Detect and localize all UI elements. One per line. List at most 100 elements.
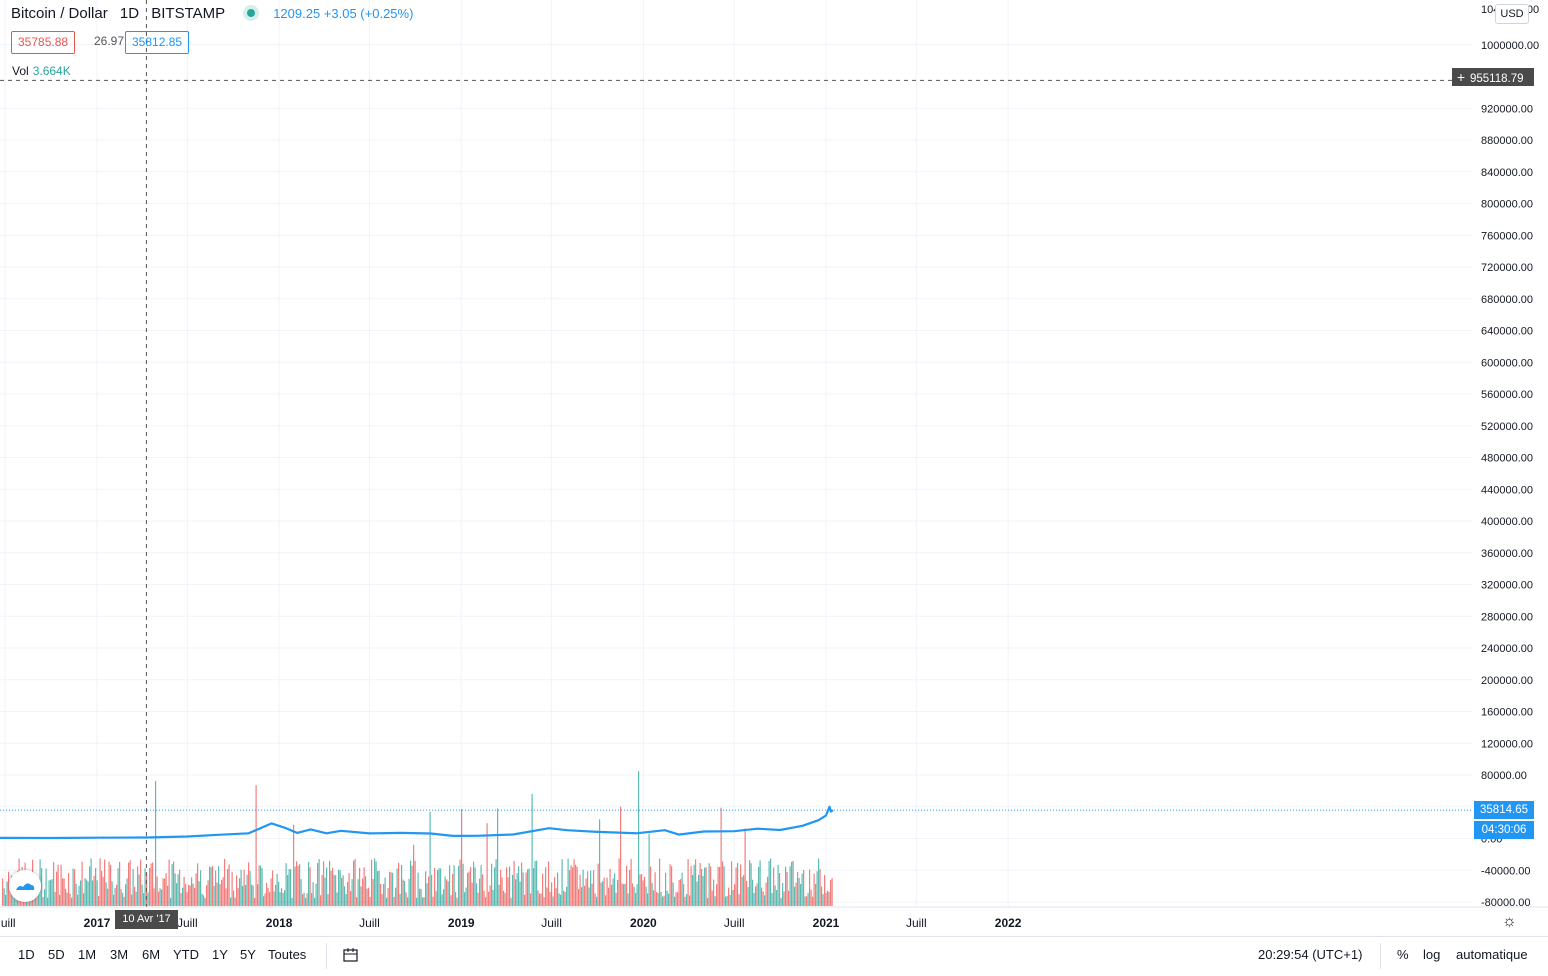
date-range-icon[interactable] <box>342 946 360 967</box>
volume-bar <box>255 785 257 906</box>
range-1y-button[interactable]: 1Y <box>212 947 228 962</box>
log-toggle[interactable]: log <box>1423 947 1441 962</box>
currency-button[interactable]: USD <box>1495 4 1529 24</box>
gear-icon[interactable]: ☼ <box>1502 913 1517 930</box>
volume-bar <box>699 863 701 906</box>
volume-bar <box>50 879 52 906</box>
volume-bar <box>789 866 791 906</box>
volume-label: Vol <box>12 64 29 78</box>
volume-bar <box>674 896 676 906</box>
volume-bar <box>791 861 793 906</box>
volume-bar <box>810 889 812 906</box>
volume-bar <box>570 865 572 906</box>
volume-bar <box>51 879 53 906</box>
volume-bar <box>93 875 95 906</box>
range-5y-button[interactable]: 5Y <box>240 947 256 962</box>
volume-bar <box>617 880 619 906</box>
sell-price-button[interactable]: 35785.88 <box>11 31 76 54</box>
volume-bar <box>590 870 592 906</box>
volume-bar <box>287 874 289 906</box>
y-tick-label: 360000.00 <box>1481 548 1533 560</box>
volume-bar <box>534 860 536 906</box>
volume-bar <box>495 859 497 906</box>
x-tick-label: 2018 <box>266 916 293 930</box>
range-all-button[interactable]: Toutes <box>268 947 307 962</box>
volume-bar <box>282 893 284 906</box>
volume-bar <box>824 875 826 906</box>
bottom-toolbar: 1D 5D 1M 3M 6M YTD 1Y 5Y Toutes 20:29:54… <box>0 936 1548 976</box>
range-1d-button[interactable]: 1D <box>18 947 35 962</box>
range-5d-button[interactable]: 5D <box>48 947 65 962</box>
volume-bar <box>438 868 440 906</box>
volume-bar <box>560 894 562 906</box>
volume-bar <box>690 866 692 906</box>
volume-bar <box>65 888 67 906</box>
volume-bar <box>2 878 4 906</box>
volume-bar <box>477 892 479 906</box>
volume-bar <box>402 879 404 906</box>
volume-bar <box>504 892 506 906</box>
volume-bar <box>419 888 421 906</box>
volume-bar <box>161 889 163 906</box>
volume-bar <box>704 867 706 906</box>
volume-bar <box>519 881 521 906</box>
volume-bar <box>311 893 313 906</box>
volume-bar <box>807 892 809 906</box>
volume-bar <box>537 890 539 906</box>
y-tick-label: 280000.00 <box>1481 611 1533 623</box>
volume-bar <box>527 869 529 906</box>
volume-bar <box>269 892 271 906</box>
auto-scale-toggle[interactable]: automatique <box>1456 947 1528 962</box>
volume-bar <box>177 874 179 906</box>
volume-bar <box>138 874 140 906</box>
volume-bar <box>639 874 641 906</box>
volume-bar <box>258 865 260 906</box>
price-chart[interactable]: -80000.00-40000.000.0040000.0080000.0012… <box>0 0 1548 936</box>
volume-bar <box>669 864 671 906</box>
volume-bar <box>819 869 821 906</box>
clock-display[interactable]: 20:29:54 (UTC+1) <box>1258 947 1363 962</box>
volume-bar <box>762 891 764 906</box>
tradingview-logo[interactable] <box>9 870 41 902</box>
volume-bar <box>156 876 158 906</box>
range-1m-button[interactable]: 1M <box>78 947 97 962</box>
volume-bar <box>623 884 625 906</box>
volume-bar <box>635 892 637 906</box>
range-3m-button[interactable]: 3M <box>110 947 129 962</box>
volume-bar <box>6 881 8 906</box>
last-price-tag: 35814.65 <box>1474 801 1534 820</box>
volume-bar <box>707 897 709 906</box>
volume-bar <box>387 888 389 906</box>
add-alert-icon[interactable]: + <box>1456 69 1466 85</box>
volume-bar <box>797 871 799 906</box>
range-6m-button[interactable]: 6M <box>142 947 161 962</box>
volume-bar <box>695 859 697 906</box>
crosshair-price-tag[interactable]: +955118.79 <box>1452 68 1534 86</box>
volume-bar <box>528 868 530 906</box>
buy-price-button[interactable]: 35812.85 <box>125 31 190 54</box>
volume-bar <box>393 896 395 906</box>
volume-bar <box>407 897 409 906</box>
y-tick-label: 800000.00 <box>1481 199 1533 211</box>
volume-bar <box>429 811 431 906</box>
volume-bar <box>813 873 815 906</box>
y-tick-label: 200000.00 <box>1481 675 1533 687</box>
volume-bar <box>78 885 80 906</box>
volume-bar <box>558 893 560 906</box>
volume-bar <box>594 893 596 906</box>
volume-bar <box>567 858 569 906</box>
volume-legend[interactable]: Vol 3.664K <box>12 64 71 78</box>
volume-bar <box>264 893 266 906</box>
volume-bar <box>698 874 700 906</box>
volume-bar <box>96 880 98 906</box>
percent-toggle[interactable]: % <box>1397 947 1409 962</box>
symbol-legend[interactable]: Bitcoin / Dollar 1D BITSTAMP 1209.25 +3.… <box>11 5 413 22</box>
volume-bar <box>174 873 176 906</box>
volume-bar <box>219 884 221 906</box>
volume-bar <box>494 867 496 906</box>
volume-bar <box>473 861 475 906</box>
range-ytd-button[interactable]: YTD <box>173 947 199 962</box>
volume-bar <box>476 883 478 906</box>
y-tick-label: 720000.00 <box>1481 262 1533 274</box>
volume-bar <box>47 897 49 906</box>
